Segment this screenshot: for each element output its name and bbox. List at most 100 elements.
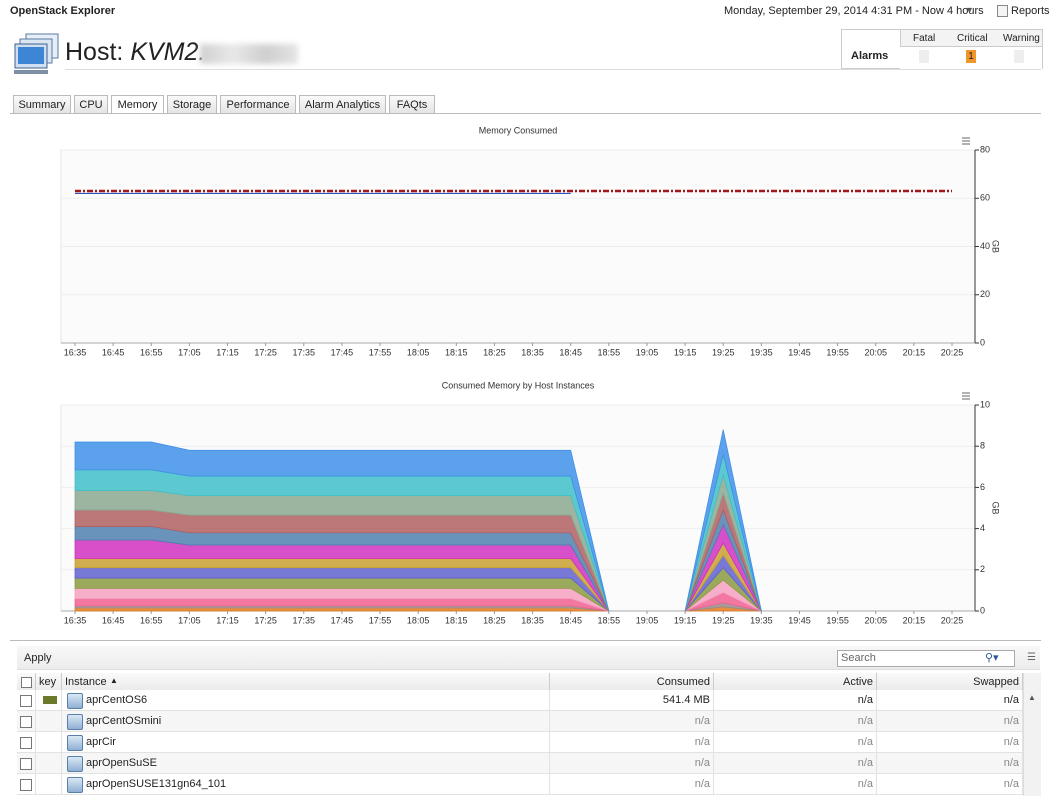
column-header[interactable]: Instance [62,673,550,691]
x-tick-label: 19:45 [788,615,811,625]
table-menu[interactable]: ☰ [1027,652,1036,663]
chart-menu[interactable] [962,392,970,400]
row-checkbox[interactable] [20,758,32,770]
metric-value: 541.4 MB [662,694,710,706]
row-checkbox[interactable] [20,779,32,791]
x-tick-label: 18:05 [407,615,430,625]
tab[interactable]: Memory [111,95,164,114]
x-tick-label: 19:45 [788,347,811,357]
metric-value: n/a [1003,757,1019,769]
column-header[interactable]: Swapped [877,673,1023,691]
host-icon [14,33,59,74]
area [74,441,610,612]
chart-menu[interactable] [962,137,970,145]
search-icon[interactable]: ⚲▾ [985,652,999,664]
cell [62,732,550,753]
dropdown-arrow[interactable]: ▼ [965,5,974,15]
x-tick-label: 17:05 [178,615,201,625]
apply-button[interactable]: Apply [24,652,52,664]
cell [877,732,1023,753]
metric-value: n/a [694,715,710,727]
x-tick-label: 20:15 [903,615,926,625]
metric-value: n/a [857,736,873,748]
y-tick-label: 2 [980,564,985,574]
tab[interactable]: CPU [74,95,108,113]
x-tick-label: 17:45 [331,347,354,357]
y-axis-label: GB [991,240,1001,253]
alarm-column: Fatal [913,33,936,44]
cell [877,774,1023,795]
tab[interactable]: Performance [220,95,296,113]
instance-icon [67,777,83,793]
instance-icon [67,756,83,772]
y-tick-label: 60 [980,193,990,203]
x-tick-label: 19:15 [674,347,697,357]
tab[interactable]: Storage [167,95,217,113]
cell [550,732,714,753]
header-checkbox [21,677,32,688]
instance-name[interactable]: aprCir [86,736,116,748]
cell [36,711,62,732]
reports-icon [997,5,1008,17]
row-checkbox[interactable] [20,737,32,749]
time-range-selector[interactable]: Monday, September 29, 2014 4:31 PM - Now… [724,5,984,17]
row-checkbox[interactable] [20,695,32,707]
tab[interactable]: Summary [13,95,71,113]
y-tick-label: 6 [980,482,985,492]
x-tick-label: 17:15 [216,615,239,625]
cell [550,690,714,711]
x-tick-label: 19:05 [636,615,659,625]
instance-name[interactable]: aprOpenSuSE [86,757,157,769]
cell [36,732,62,753]
alarm-column: Critical [957,33,988,44]
instance-name[interactable]: aprCentOSmini [86,715,162,727]
row-checkbox[interactable] [20,716,32,728]
x-tick-label: 19:55 [826,615,849,625]
cell [714,732,877,753]
x-tick-label: 16:55 [140,347,163,357]
x-tick-label: 18:15 [445,615,468,625]
search-box[interactable]: Search [837,650,1015,667]
host-title: Host: KVM2. [65,38,205,67]
critical-count[interactable]: 1 [966,50,976,63]
metric-value: n/a [857,694,873,706]
tab[interactable]: Alarm Analytics [299,95,386,113]
instance-name[interactable]: aprCentOS6 [86,694,148,706]
cell [62,711,550,732]
x-tick-label: 19:25 [712,615,735,625]
x-tick-label: 20:15 [903,347,926,357]
column-header[interactable]: key [36,673,62,691]
x-tick-label: 18:25 [483,347,506,357]
column-header[interactable]: Consumed [550,673,714,691]
host-name: KVM2. [130,38,206,66]
reports-button[interactable]: Reports [1011,5,1050,17]
blurred-text [200,44,298,64]
tab[interactable]: FAQts [389,95,435,113]
cell [62,690,550,711]
x-tick-label: 17:45 [331,615,354,625]
metric-value: n/a [1003,715,1019,727]
x-tick-label: 18:45 [559,347,582,357]
instance-icon [67,714,83,730]
x-tick-label: 18:55 [598,615,621,625]
column-header[interactable]: Active [714,673,877,691]
alarms-title: Alarms [851,50,889,62]
cell [550,774,714,795]
divider [65,69,1041,70]
metric-value: n/a [694,778,710,790]
x-tick-label: 18:05 [407,347,430,357]
metric-value: n/a [1003,778,1019,790]
x-tick-label: 16:35 [64,615,87,625]
instance-name[interactable]: aprOpenSUSE131gn64_101 [86,778,227,790]
alarm-count-empty [1014,50,1024,63]
x-tick-label: 20:05 [864,347,887,357]
y-tick-label: 8 [980,441,985,451]
x-tick-label: 18:55 [598,347,621,357]
x-tick-label: 19:05 [636,347,659,357]
x-tick-label: 18:25 [483,615,506,625]
x-tick-label: 19:25 [712,347,735,357]
y-tick-label: 80 [980,144,990,154]
cell [877,753,1023,774]
